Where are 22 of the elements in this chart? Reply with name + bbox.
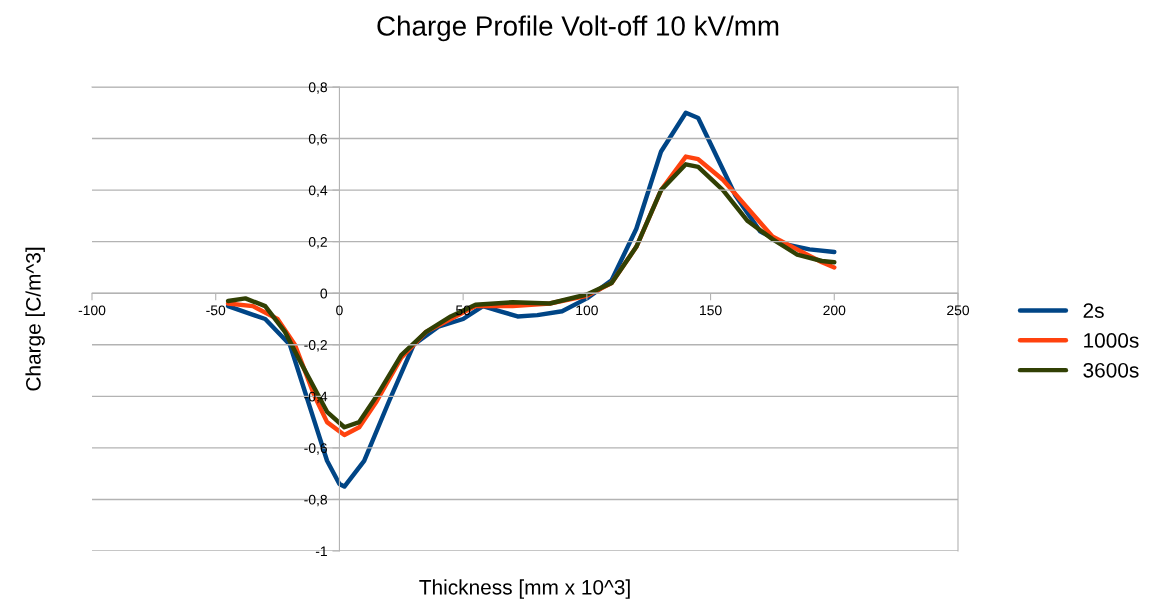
y-tick-label: 0: [320, 288, 328, 299]
x-tick-label: 100: [576, 305, 598, 316]
y-tick-label: 0,6: [308, 133, 328, 146]
x-tick-label: 250: [947, 305, 970, 316]
x-tick-label: 200: [823, 305, 846, 316]
x-tick-label: -100: [78, 305, 106, 316]
y-tick-label: 0,4: [308, 185, 328, 197]
y-tick-label: -0,8: [304, 494, 328, 507]
x-tick-label: -50: [206, 305, 226, 316]
legend-label: 3600s: [1083, 362, 1139, 378]
chart-title: Charge Profile Volt-off 10 kV/mm: [377, 15, 779, 42]
y-tick-label: -1: [315, 546, 327, 557]
y-tick-label: -0,6: [304, 443, 328, 455]
x-tick-label: 150: [700, 305, 722, 316]
legend-label: 2s: [1083, 303, 1104, 318]
legend-label: 1000s: [1084, 333, 1139, 348]
y-tick-label: -0,2: [304, 340, 327, 352]
y-tick-label: 0,2: [308, 237, 327, 249]
y-axis-title: Charge [C/m^3]: [25, 247, 45, 391]
x-axis-title: Thickness [mm x 10^3]: [419, 579, 630, 599]
y-tick-label: 0,8: [308, 82, 328, 94]
x-tick-label: 0: [336, 305, 343, 316]
